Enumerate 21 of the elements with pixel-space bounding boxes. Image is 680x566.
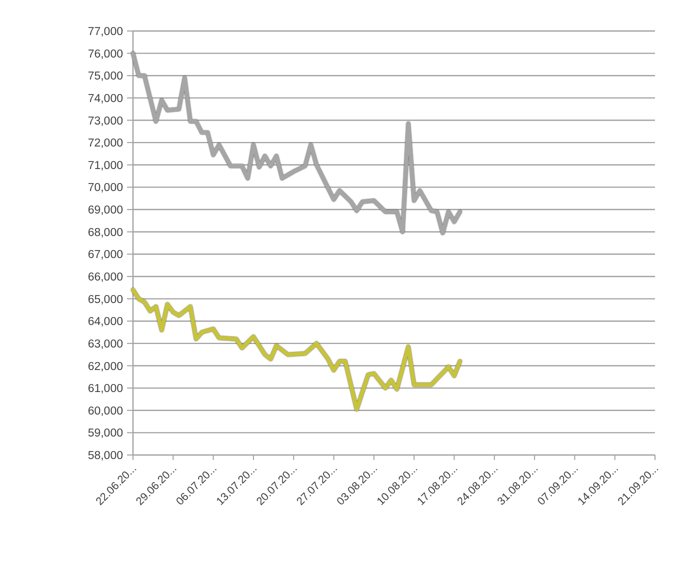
y-tick-label: 62,000: [88, 360, 123, 373]
y-tick-label: 63,000: [88, 338, 123, 350]
y-tick-label: 64,000: [88, 316, 123, 328]
y-tick-label: 75,000: [88, 70, 123, 83]
y-tick-label: 58,000: [88, 450, 123, 462]
y-tick-label: 65,000: [88, 294, 123, 306]
y-tick-label: 76,000: [88, 48, 123, 60]
line-series: [131, 288, 462, 412]
y-tick-label: 69,000: [88, 204, 123, 217]
y-tick-label: 59,000: [88, 428, 123, 440]
y-tick-label: 61,000: [88, 383, 123, 396]
y-tick-label: 74,000: [88, 92, 123, 105]
y-tick-label: 71,000: [88, 160, 123, 172]
y-tick-label: 68,000: [88, 226, 123, 239]
y-tick-label: 77,000: [88, 26, 123, 38]
y-tick-label: 60,000: [88, 405, 123, 418]
y-tick-label: 72,000: [88, 138, 123, 150]
y-tick-label: 73,000: [88, 115, 123, 128]
y-tick-label: 70,000: [88, 182, 123, 194]
y-tick-label: 67,000: [88, 249, 123, 262]
y-tick-label: 66,000: [88, 272, 123, 284]
